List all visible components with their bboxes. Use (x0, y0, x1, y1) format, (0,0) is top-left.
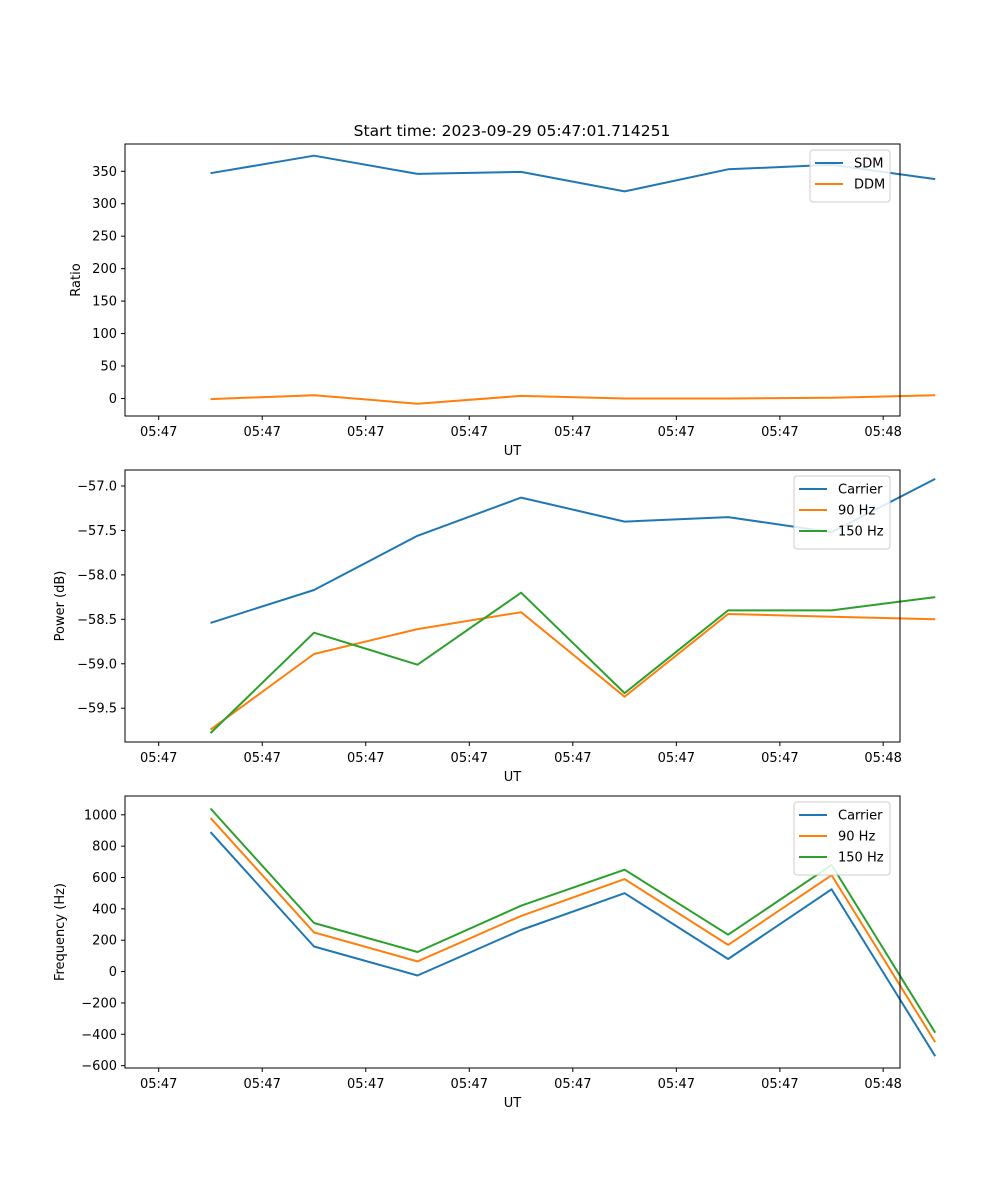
legend-label: Carrier (838, 483, 883, 498)
y-tick-label: −58.5 (77, 613, 117, 628)
x-tick-label: 05:47 (658, 1077, 695, 1092)
legend-label: DDM (854, 178, 885, 193)
y-tick-label: −59.5 (77, 702, 117, 717)
y-tick-label: −400 (81, 1028, 117, 1043)
x-tick-label: 05:47 (451, 751, 488, 766)
y-tick-label: 200 (92, 262, 117, 277)
x-tick-label: 05:47 (451, 1077, 488, 1092)
x-tick-label: 05:47 (243, 751, 280, 766)
x-tick-label: 05:48 (864, 751, 901, 766)
series-line-90-hz (209, 611, 936, 731)
x-axis-label: UT (504, 770, 522, 785)
series-line-carrier (209, 831, 937, 1057)
chart-panel-1: 05:47 05:47 05:47 05:47 05:47 05:47 05:47 05:48… (69, 143, 936, 459)
legend: Carrier 90 Hz 150 Hz (793, 801, 891, 876)
y-tick-label: 0 (109, 965, 117, 980)
y-tick-label: −600 (81, 1059, 117, 1074)
y-tick-label: 150 (92, 295, 117, 310)
axes-frame (124, 469, 901, 743)
x-tick-label: 05:47 (761, 751, 798, 766)
x-tick-label: 05:48 (864, 1077, 901, 1092)
y-tick-label: 400 (92, 902, 117, 917)
y-tick-label: 250 (92, 230, 117, 245)
x-axis-label: UT (504, 1096, 522, 1111)
y-tick-label: 800 (92, 840, 117, 855)
y-axis-label: Frequency (Hz) (53, 883, 68, 981)
y-tick-label: −59.0 (77, 657, 117, 672)
y-axis-label: Ratio (69, 263, 84, 296)
legend-label: SDM (854, 157, 883, 172)
y-tick-label: 100 (92, 327, 117, 342)
chart-panel-2: 05:47 05:47 05:47 05:47 05:47 05:47 05:47 05:48… (53, 469, 936, 785)
y-axis-label: Power (dB) (53, 571, 68, 642)
x-tick-label: 05:47 (347, 751, 384, 766)
series-line-ddm (210, 394, 936, 405)
x-tick-label: 05:47 (554, 425, 591, 440)
x-tick-label: 05:47 (451, 425, 488, 440)
x-tick-label: 05:47 (761, 425, 798, 440)
legend-label: 90 Hz (838, 830, 875, 845)
x-tick-label: 05:47 (761, 1077, 798, 1092)
y-tick-label: 600 (92, 871, 117, 886)
y-tick-label: 350 (92, 165, 117, 180)
y-tick-label: 50 (100, 360, 117, 375)
y-tick-label: 1000 (84, 808, 117, 823)
x-axis-label: UT (504, 444, 522, 459)
y-tick-label: 300 (92, 197, 117, 212)
y-tick-label: −57.5 (77, 524, 117, 539)
y-tick-label: −200 (81, 996, 117, 1011)
x-tick-label: 05:47 (554, 751, 591, 766)
x-tick-label: 05:47 (347, 1077, 384, 1092)
x-tick-label: 05:47 (658, 425, 695, 440)
chart-panel-3: 05:47 05:47 05:47 05:47 05:47 05:47 05:47 05:48… (53, 795, 937, 1111)
y-tick-label: 200 (92, 934, 117, 949)
series-line-90-hz (209, 817, 937, 1043)
x-tick-label: 05:47 (140, 751, 177, 766)
x-tick-label: 05:47 (140, 425, 177, 440)
legend-label: Carrier (838, 809, 883, 824)
legend-label: 150 Hz (838, 525, 884, 540)
axes-frame (124, 143, 901, 417)
x-tick-label: 05:47 (243, 1077, 280, 1092)
axes-frame (124, 795, 901, 1069)
x-tick-label: 05:47 (140, 1077, 177, 1092)
series-line-150-hz (209, 591, 936, 734)
legend: Carrier 90 Hz 150 Hz (793, 475, 891, 550)
x-tick-label: 05:47 (554, 1077, 591, 1092)
figure-title: Start time: 2023-09-29 05:47:01.714251 (354, 122, 671, 140)
x-tick-label: 05:47 (658, 751, 695, 766)
y-tick-label: −58.0 (77, 568, 117, 583)
legend-label: 90 Hz (838, 504, 875, 519)
y-tick-label: 0 (109, 392, 117, 407)
x-tick-label: 05:47 (243, 425, 280, 440)
x-tick-label: 05:47 (347, 425, 384, 440)
y-tick-label: −57.0 (77, 480, 117, 495)
legend-label: 150 Hz (838, 851, 884, 866)
x-tick-label: 05:48 (864, 425, 901, 440)
series-line-150-hz (209, 807, 937, 1034)
legend: SDM DDM (809, 149, 891, 203)
